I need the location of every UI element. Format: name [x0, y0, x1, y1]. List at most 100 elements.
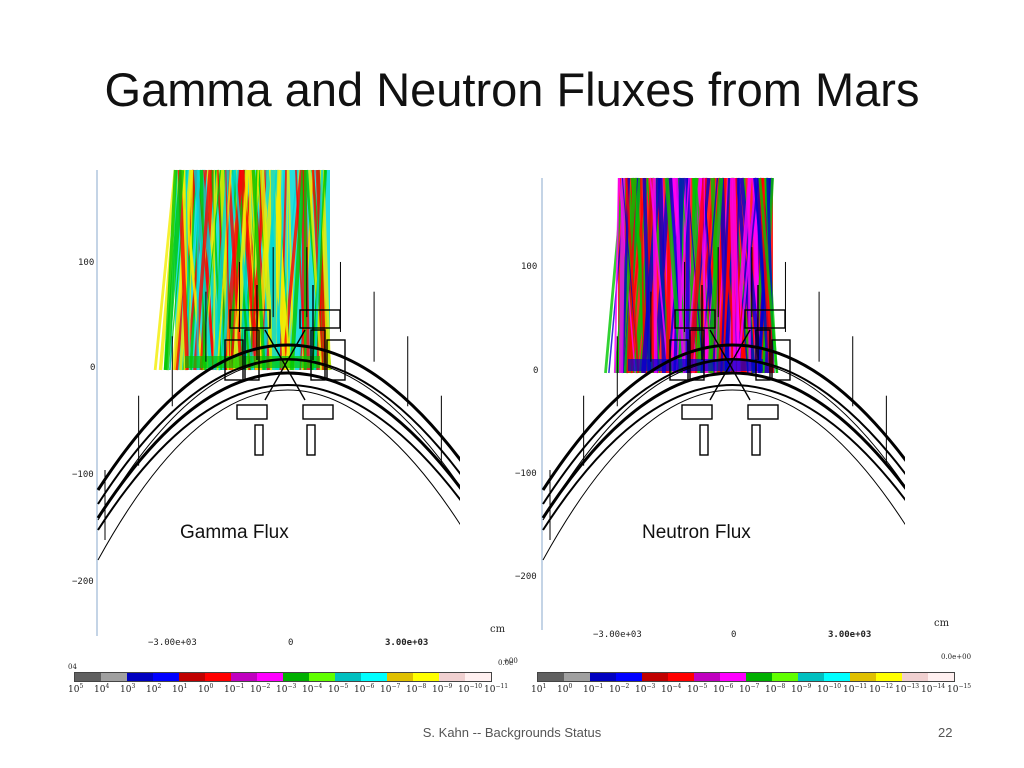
flux-streak — [216, 169, 232, 371]
neutron-flux-plot: 100 0 −100 −200 Neutron Flux −3.00e+03 0… — [505, 160, 905, 640]
scale-tick-label: 10−5 — [328, 683, 349, 695]
magnet-arc — [541, 343, 905, 491]
flux-streak — [680, 177, 700, 374]
y-tick-minus100: −100 — [515, 469, 537, 479]
gamma-flux-label: Gamma Flux — [180, 522, 289, 543]
flux-streak — [735, 177, 756, 374]
flux-streak — [703, 177, 706, 374]
scale-tick-label: 10−10 — [458, 683, 483, 695]
scale-cell — [798, 673, 824, 681]
scale-tick-label: 10−6 — [354, 683, 375, 695]
x-tick-min: −3.00e+03 — [593, 630, 642, 640]
scale-tick-label: 105 — [68, 683, 84, 695]
scale-tick-label: 10−2 — [609, 683, 630, 695]
magnet-outline — [97, 389, 460, 561]
scale-cell — [590, 673, 616, 681]
magnet-outline — [542, 389, 905, 561]
scale-cell — [205, 673, 231, 681]
scale-cell — [642, 673, 668, 681]
scale-left-edge: +00 — [503, 657, 518, 665]
y-tick-0: 0 — [533, 366, 539, 376]
scale-cell — [668, 673, 694, 681]
magnet-component — [326, 339, 346, 381]
flux-streak — [276, 169, 285, 371]
scale-cell — [694, 673, 720, 681]
flux-streak — [295, 169, 306, 371]
flux-streak — [731, 177, 741, 374]
scale-tick-label: 100 — [198, 683, 214, 695]
scale-tick-label: 104 — [94, 683, 110, 695]
magnet-arc — [97, 384, 460, 531]
magnet-component — [771, 339, 791, 381]
scale-cell — [283, 673, 309, 681]
neutron-flux-canvas — [541, 177, 905, 630]
magnet-arc — [96, 371, 460, 519]
scale-tick-label: 10−11 — [484, 683, 509, 695]
neutron-color-scale: +00 0.0e+00 101 100 10−1 10−2 10−3 10−4 10−5 10… — [503, 653, 973, 707]
neutron-flux-label: Neutron Flux — [642, 522, 751, 543]
x-tick-max: 3.00e+03 — [828, 630, 872, 640]
magnet-component — [299, 309, 341, 329]
magnet-arc — [96, 343, 460, 491]
scale-tick-label: 102 — [146, 683, 162, 695]
magnet-component — [669, 339, 689, 381]
magnet-component — [236, 404, 268, 420]
y-tick-minus100: −100 — [72, 470, 94, 480]
scale-tick-label: 10−5 — [687, 683, 708, 695]
flux-streak — [687, 177, 708, 374]
scale-cell — [616, 673, 642, 681]
scale-right-edge: 0.0e+00 — [941, 653, 972, 661]
magnet-component — [302, 404, 334, 420]
y-tick-100: 100 — [78, 258, 95, 268]
flux-streak — [219, 169, 232, 371]
scale-cell — [335, 673, 361, 681]
interaction-cone — [709, 363, 751, 401]
scale-tick-label: 10−4 — [661, 683, 682, 695]
scale-tick-label: 103 — [120, 683, 136, 695]
magnet-component — [244, 329, 260, 381]
magnet-component — [224, 339, 244, 381]
y-tick-minus200: −200 — [72, 577, 94, 587]
flux-streak — [232, 169, 249, 371]
flux-streak — [201, 169, 222, 371]
scale-tick-label: 10−9 — [791, 683, 812, 695]
flux-streak — [720, 177, 731, 374]
scale-tick-label: 10−14 — [921, 683, 946, 695]
flux-band — [185, 356, 320, 368]
flux-streak — [308, 169, 323, 371]
scale-cell — [928, 673, 954, 681]
flux-streak — [163, 169, 185, 371]
magnet-component — [751, 424, 761, 456]
flux-streak — [185, 169, 191, 371]
scale-cell — [746, 673, 772, 681]
page-number: 22 — [938, 725, 953, 740]
scale-tick-label: 10−3 — [276, 683, 297, 695]
scale-cell — [101, 673, 127, 681]
y-tick-0: 0 — [90, 363, 96, 373]
scale-tick-label: 10−15 — [947, 683, 972, 695]
scale-cell — [876, 673, 902, 681]
magnet-component — [744, 309, 786, 329]
flux-streak — [652, 177, 658, 374]
flux-streak — [226, 169, 243, 371]
magnet-arc — [542, 384, 905, 531]
scale-cell — [361, 673, 387, 681]
y-tick-minus200: −200 — [515, 572, 537, 582]
scale-cell — [850, 673, 876, 681]
flux-streak — [153, 169, 177, 371]
flux-streak — [313, 169, 324, 371]
flux-streak — [226, 169, 247, 371]
magnet-arc — [542, 358, 905, 505]
scale-tick-label: 101 — [531, 683, 547, 695]
flux-streak — [604, 177, 625, 374]
flux-streak — [613, 177, 620, 374]
magnet-geometry — [541, 247, 905, 561]
color-bar — [537, 672, 955, 682]
footer-text: S. Kahn -- Backgrounds Status — [422, 725, 602, 740]
scale-cell — [75, 673, 101, 681]
scale-tick-label: 10−1 — [583, 683, 604, 695]
flux-streak — [225, 169, 231, 371]
scale-tick-label: 10−13 — [895, 683, 920, 695]
scale-left-edge: 04 — [68, 663, 77, 671]
scale-tick-label: 10−7 — [739, 683, 760, 695]
